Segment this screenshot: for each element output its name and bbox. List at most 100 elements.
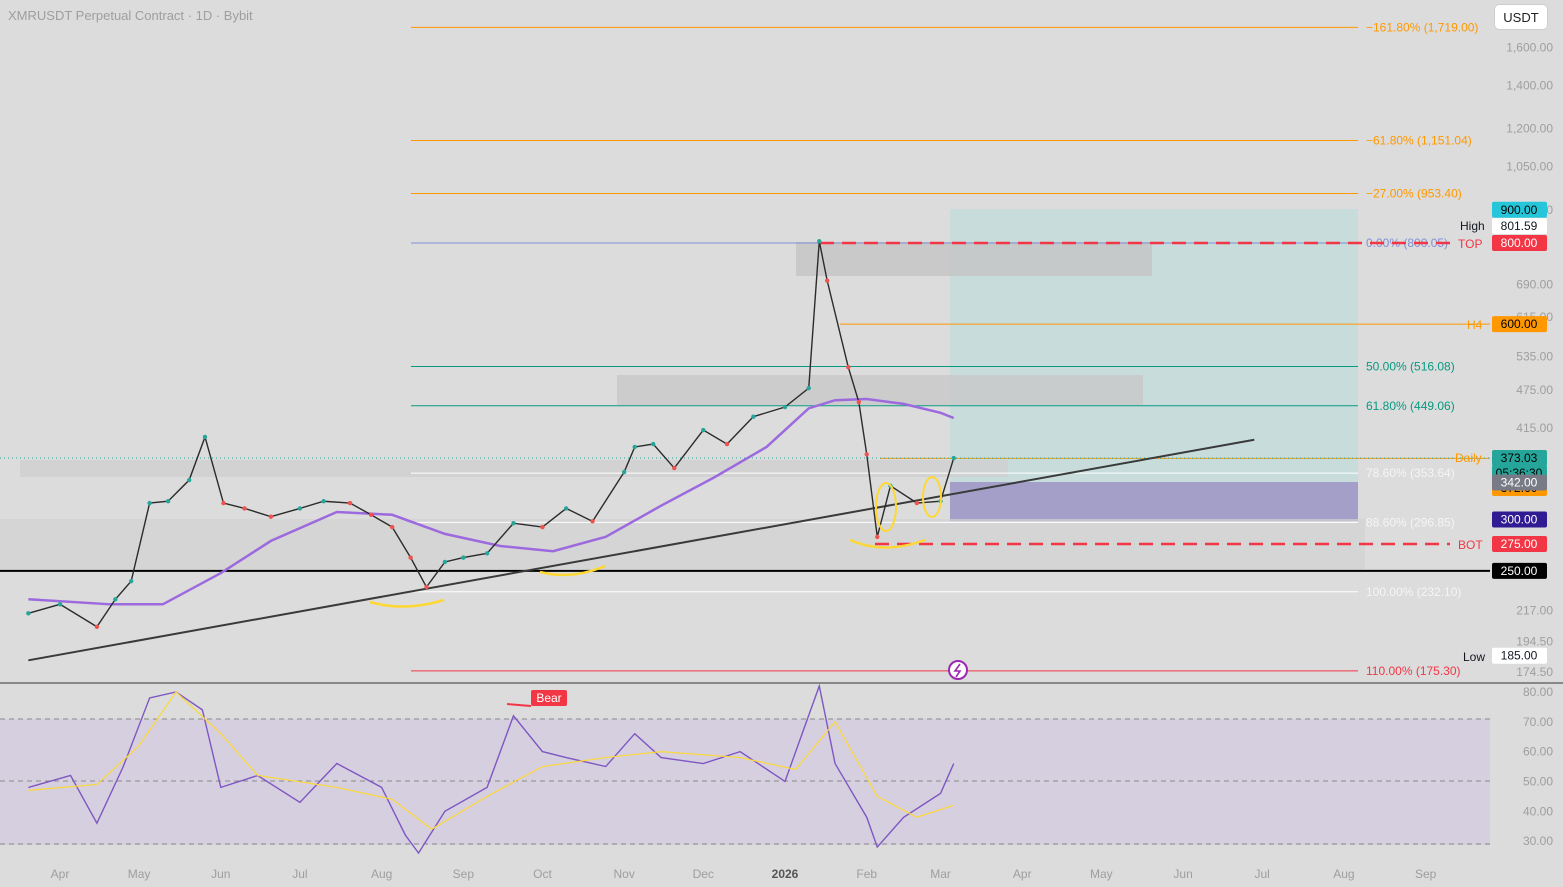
moving-average-group bbox=[28, 397, 955, 606]
price-axis-tick: 194.50 bbox=[1516, 635, 1553, 649]
fib-label-1: −61.80% (1,151.04) bbox=[1366, 133, 1472, 147]
rsi-ma-line bbox=[28, 691, 954, 830]
price-axis-tick: 174.50 bbox=[1516, 665, 1553, 679]
bear-label: Bear bbox=[536, 691, 561, 705]
time-axis-label: Feb bbox=[856, 867, 877, 881]
price-point bbox=[511, 521, 516, 526]
price-point bbox=[817, 239, 822, 244]
h4-label: H4 bbox=[1467, 318, 1483, 332]
price-point bbox=[321, 499, 326, 504]
rsi-axis-tick: 60.00 bbox=[1523, 745, 1553, 759]
fib-label-9: 110.00% (175.30) bbox=[1366, 664, 1461, 678]
time-axis-label: Jun bbox=[1173, 867, 1192, 881]
fib-label-2: −27.00% (953.40) bbox=[1366, 187, 1462, 201]
price-badge-text: 900.00 bbox=[1501, 203, 1538, 217]
high-label: High bbox=[1460, 219, 1485, 233]
time-axis-label: Aug bbox=[1333, 867, 1354, 881]
price-badge-text: 250.00 bbox=[1501, 564, 1538, 578]
price-point bbox=[650, 441, 656, 447]
price-badge-bg bbox=[1492, 218, 1547, 234]
price-badge-text: 800.00 bbox=[1501, 236, 1538, 250]
bear-divergence-line bbox=[506, 703, 532, 707]
time-axis-label: Sep bbox=[1415, 867, 1437, 881]
price-badge-text: 342.00 bbox=[1501, 476, 1538, 490]
fib-label-7: 88.60% (296.85) bbox=[1366, 515, 1455, 529]
price-point bbox=[147, 500, 152, 506]
price-badge-bg bbox=[1492, 316, 1547, 333]
price-point bbox=[128, 578, 134, 584]
price-point bbox=[297, 506, 303, 511]
time-axis-label: May bbox=[128, 867, 151, 881]
rsi-line bbox=[28, 683, 955, 855]
price-axis-tick: 1,200.00 bbox=[1506, 122, 1553, 136]
alert-icon[interactable] bbox=[948, 660, 968, 680]
price-axis-tick: 1,400.00 bbox=[1506, 78, 1553, 92]
price-point bbox=[540, 524, 545, 530]
currency-button[interactable]: USDT bbox=[1495, 5, 1547, 29]
price-badge-bg bbox=[1492, 535, 1547, 552]
price-point bbox=[724, 441, 730, 447]
time-axis-label: Apr bbox=[51, 867, 70, 881]
rsi-axis-tick: 30.00 bbox=[1523, 834, 1553, 848]
price-point bbox=[221, 500, 226, 506]
price-point bbox=[563, 506, 569, 511]
fib-label-8: 100.00% (232.10) bbox=[1366, 585, 1461, 599]
price-point bbox=[632, 444, 637, 450]
price-axis[interactable]: 1,600.001,400.001,200.001,050.00900.0069… bbox=[1506, 41, 1553, 848]
rsi-axis-tick: 50.00 bbox=[1523, 774, 1553, 788]
long-position-stop-zone[interactable] bbox=[950, 482, 1358, 521]
price-point bbox=[824, 278, 830, 283]
price-point bbox=[94, 624, 100, 629]
time-axis-label: Jul bbox=[292, 867, 307, 881]
fib-label-6: 78.60% (353.64) bbox=[1366, 466, 1455, 480]
fib-label-5: 61.80% (449.06) bbox=[1366, 399, 1455, 413]
rsi-axis-tick: 80.00 bbox=[1523, 685, 1553, 699]
time-axis-label: May bbox=[1090, 867, 1113, 881]
price-point bbox=[701, 427, 706, 433]
rsi-axis-tick: 40.00 bbox=[1523, 804, 1553, 818]
time-axis-label: Jun bbox=[211, 867, 230, 881]
time-axis-label: Aug bbox=[371, 867, 392, 881]
price-point bbox=[621, 469, 627, 475]
price-point bbox=[461, 555, 466, 560]
price-point bbox=[368, 512, 374, 517]
rsi-group bbox=[28, 683, 955, 855]
time-axis[interactable]: Apr May Jun Jul Aug Sep Oct Nov Dec 2026 Feb Mar Apr… bbox=[51, 867, 1437, 881]
price-badge-text: 275.00 bbox=[1501, 537, 1538, 551]
price-point bbox=[806, 385, 811, 391]
fib-label-3: 0.00% (800.05) bbox=[1366, 236, 1448, 250]
price-point bbox=[864, 452, 869, 457]
price-badge-bg bbox=[1492, 235, 1547, 251]
price-axis-tick: 690.00 bbox=[1516, 278, 1553, 292]
price-point bbox=[484, 551, 490, 556]
highlight-ellipse-2 bbox=[922, 476, 942, 518]
bottom-arc-feb bbox=[849, 538, 926, 549]
time-axis-label: Oct bbox=[533, 867, 552, 881]
price-axis-tick: 1,050.00 bbox=[1506, 159, 1553, 173]
highlight-ellipse-1 bbox=[875, 482, 897, 532]
bear-badge bbox=[531, 690, 567, 706]
bot-label: BOT bbox=[1458, 538, 1483, 552]
price-point bbox=[424, 584, 429, 590]
price-axis-tick: 415.00 bbox=[1516, 421, 1553, 435]
price-badge-bg bbox=[1492, 201, 1547, 218]
price-point bbox=[914, 500, 920, 506]
trendline-group bbox=[28, 438, 1255, 662]
price-point bbox=[408, 555, 413, 560]
price-axis-tick: 535.00 bbox=[1516, 349, 1553, 363]
supply-zone-top bbox=[796, 242, 1152, 276]
price-point bbox=[202, 434, 208, 440]
price-point bbox=[165, 499, 171, 504]
price-point bbox=[751, 414, 756, 419]
price-axis-tick: 1,600.00 bbox=[1506, 41, 1553, 55]
price-point bbox=[875, 534, 880, 540]
price-point bbox=[856, 399, 862, 405]
price-badge-text: 185.00 bbox=[1501, 649, 1538, 663]
chart-title: XMRUSDT Perpetual Contract · 1D · Bybit bbox=[8, 8, 253, 23]
price-point bbox=[846, 364, 851, 370]
time-axis-label: Sep bbox=[453, 867, 475, 881]
fib-label-4: 50.00% (516.08) bbox=[1366, 360, 1455, 374]
ascending-trendline bbox=[28, 438, 1255, 662]
